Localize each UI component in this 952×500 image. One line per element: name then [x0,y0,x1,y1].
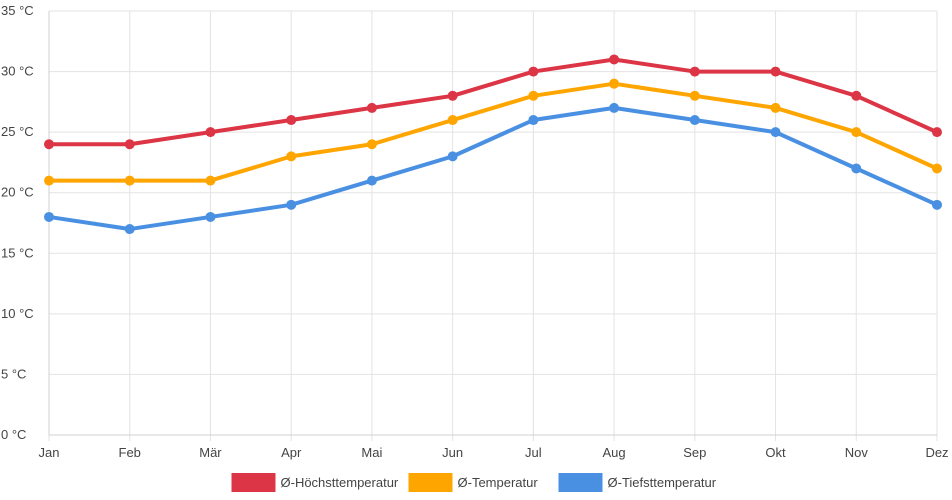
data-point[interactable] [609,78,620,89]
data-point[interactable] [609,102,620,113]
data-point[interactable] [366,102,377,113]
series-1 [44,78,942,186]
legend-label: Ø-Höchsttemperatur [281,475,399,490]
data-point[interactable] [205,127,216,138]
data-point[interactable] [528,115,539,126]
legend[interactable]: Ø-Höchsttemperatur Ø-Temperatur Ø-Tiefstte… [231,473,717,492]
data-point[interactable] [770,127,781,138]
y-axis: 0 °C 5 °C 10 °C 15 °C 20 °C 25 °C 30 °C 35 °C [1,3,50,442]
legend-swatch [558,473,603,492]
x-tick-label: Nov [845,445,869,460]
data-point[interactable] [851,163,862,174]
data-point[interactable] [447,151,458,162]
data-point[interactable] [689,90,700,101]
x-tick-label: Sep [683,445,706,460]
data-point[interactable] [286,115,297,126]
x-tick-label: Jul [525,445,542,460]
y-tick-label: 25 °C [1,124,34,139]
series-0 [44,54,942,150]
x-tick-label: Jun [442,445,463,460]
data-point[interactable] [770,102,781,113]
data-point[interactable] [851,127,862,138]
series-line [47,81,939,183]
y-tick-label: 10 °C [1,306,34,321]
data-point[interactable] [286,151,297,162]
data-point[interactable] [44,211,54,222]
legend-item[interactable]: Ø-Höchsttemperatur [231,473,399,492]
data-point[interactable] [205,175,216,186]
x-tick-label: Feb [119,445,141,460]
grid [48,10,938,441]
series-line [47,57,939,147]
data-point[interactable] [447,90,458,101]
data-point[interactable] [124,224,135,235]
y-tick-label: 15 °C [1,245,34,260]
legend-label: Ø-Temperatur [458,475,539,490]
data-point[interactable] [124,175,135,186]
legend-item[interactable]: Ø-Temperatur [408,473,539,492]
data-point[interactable] [609,54,620,65]
legend-swatch [408,473,453,492]
series-2 [44,102,942,235]
data-point[interactable] [932,163,942,174]
y-tick-label: 0 °C [1,427,26,442]
series-line [47,105,939,232]
data-point[interactable] [528,90,539,101]
x-tick-label: Jan [39,445,60,460]
x-tick-label: Aug [603,445,626,460]
data-point[interactable] [932,199,942,210]
data-point[interactable] [770,66,781,77]
data-point[interactable] [932,127,942,138]
x-tick-label: Mai [361,445,382,460]
data-point[interactable] [205,211,216,222]
series-layer [44,54,942,235]
legend-item[interactable]: Ø-Tiefsttemperatur [558,473,717,492]
x-tick-label: Dez [925,445,948,460]
data-point[interactable] [366,139,377,150]
x-tick-label: Mär [199,445,222,460]
data-point[interactable] [44,175,54,186]
legend-swatch [231,473,276,492]
data-point[interactable] [124,139,135,150]
x-tick-label: Okt [765,445,786,460]
y-tick-label: 5 °C [1,366,26,381]
y-tick-label: 30 °C [1,64,34,79]
data-point[interactable] [851,90,862,101]
y-tick-label: 20 °C [1,185,34,200]
data-point[interactable] [447,115,458,126]
data-point[interactable] [689,66,700,77]
y-tick-label: 35 °C [1,3,34,18]
data-point[interactable] [366,175,377,186]
data-point[interactable] [689,115,700,126]
x-axis: Jan Feb Mär Apr Mai Jun Jul Aug Sep Okt Nov Dez [39,434,949,460]
data-point[interactable] [44,139,54,150]
data-point[interactable] [528,66,539,77]
data-point[interactable] [286,199,297,210]
legend-label: Ø-Tiefsttemperatur [608,475,717,490]
x-tick-label: Apr [281,445,302,460]
